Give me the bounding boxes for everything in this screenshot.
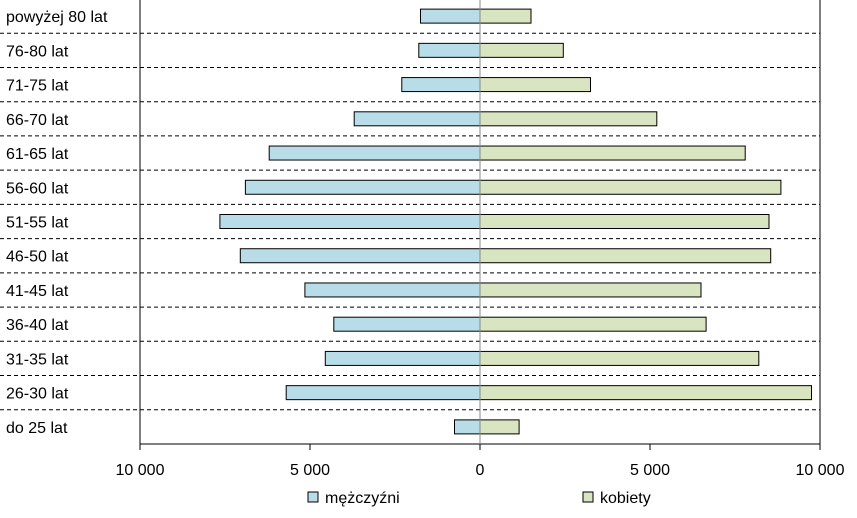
bar-men	[454, 419, 481, 435]
category-label: 36-40 lat	[6, 317, 69, 334]
bar-men	[420, 8, 481, 24]
x-tick-label: 10 000	[796, 462, 845, 479]
bar-women	[479, 419, 520, 435]
category-label: do 25 lat	[6, 420, 68, 437]
legend-swatch	[307, 491, 319, 503]
bar-men	[418, 42, 481, 58]
bar-men	[324, 350, 481, 366]
bar-women	[479, 42, 564, 58]
legend-label: mężczyźni	[325, 490, 400, 507]
bar-men	[219, 214, 481, 229]
bar-women	[479, 77, 591, 93]
category-label: 51-55 lat	[6, 215, 69, 232]
x-tick-label: 0	[476, 462, 485, 479]
category-label: 76-80 lat	[6, 43, 69, 60]
bar-men	[333, 316, 481, 332]
bar-men	[353, 111, 481, 127]
x-tick-label: 10 000	[116, 462, 165, 479]
bar-men	[401, 77, 481, 93]
bar-women	[479, 8, 532, 24]
category-label: 61-65 lat	[6, 146, 69, 163]
bar-women	[479, 214, 770, 229]
bar-women	[479, 111, 658, 127]
bar-men	[244, 179, 481, 195]
bar-women	[479, 145, 746, 161]
bar-men	[285, 385, 481, 401]
bar-women	[479, 350, 760, 366]
bar-women	[479, 248, 772, 264]
x-tick-label: 5 000	[290, 462, 330, 479]
category-label: 31-35 lat	[6, 351, 69, 368]
category-label: 66-70 lat	[6, 112, 69, 129]
bar-women	[479, 282, 702, 298]
bar-men	[268, 145, 481, 161]
bar-men	[304, 282, 481, 298]
x-tick-label: 5 000	[630, 462, 670, 479]
category-label: 46-50 lat	[6, 249, 69, 266]
bar-women	[479, 385, 812, 401]
bar-women	[479, 179, 782, 195]
category-label: 26-30 lat	[6, 386, 69, 403]
category-label: 71-75 lat	[6, 78, 69, 95]
bar-women	[479, 316, 707, 332]
legend-label: kobiety	[600, 490, 651, 507]
legend-swatch	[582, 491, 594, 503]
category-label: 41-45 lat	[6, 283, 69, 300]
category-label: powyżej 80 lat	[6, 9, 108, 26]
category-label: 56-60 lat	[6, 180, 69, 197]
bar-men	[239, 248, 481, 264]
